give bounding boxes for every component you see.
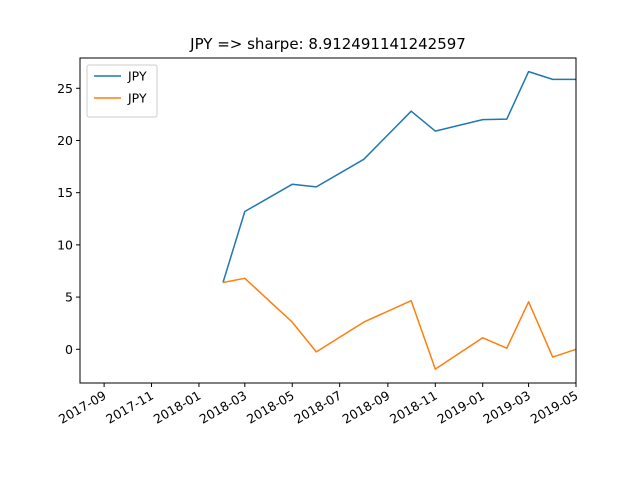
legend-label: JPY [127,69,147,84]
chart-title: JPY => sharpe: 8.912491141242597 [189,35,466,53]
series-line-2 [222,277,577,370]
y-tick-label: 15 [57,185,73,200]
legend-box [86,64,158,118]
y-tick-label: 5 [65,290,73,305]
y-tick-label: 0 [65,342,73,357]
series-layer [222,70,577,370]
plot-frame [79,57,577,384]
y-axis: 0 5 10 15 20 25 [57,81,80,357]
legend: JPY JPY [86,64,158,118]
series-line-1 [222,70,576,283]
y-tick-label: 20 [57,133,73,148]
legend-label: JPY [127,91,147,106]
y-tick-label: 10 [57,237,73,252]
y-tick-label: 25 [57,81,73,96]
